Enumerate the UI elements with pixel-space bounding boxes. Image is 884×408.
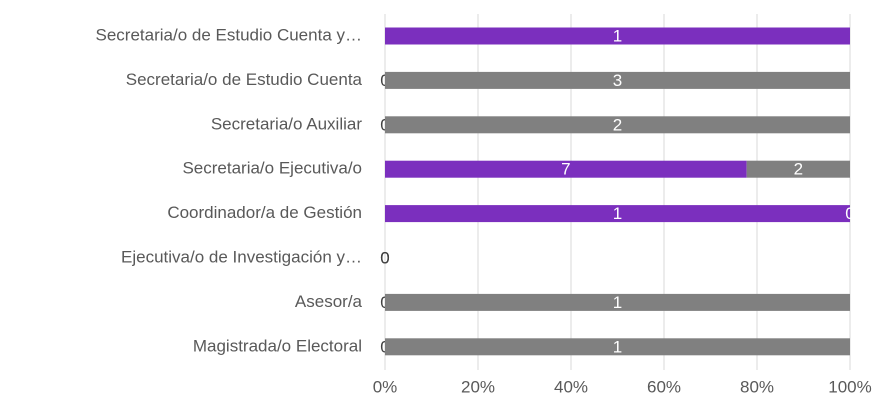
bar-segment bbox=[385, 160, 747, 178]
x-tick-label: 100% bbox=[828, 377, 871, 396]
data-label: 1 bbox=[613, 293, 622, 312]
bar-segment bbox=[385, 116, 850, 134]
y-tick-label: Secretaria/o de Estudio Cuenta y… bbox=[96, 25, 362, 44]
x-tick-label: 80% bbox=[740, 377, 774, 396]
data-label: 7 bbox=[561, 160, 570, 179]
data-label: 3 bbox=[613, 71, 622, 90]
bar-segment bbox=[385, 293, 850, 311]
data-label: 1 bbox=[613, 26, 622, 45]
data-label: 0 bbox=[380, 248, 389, 267]
data-label: 2 bbox=[613, 115, 622, 134]
bar-segment bbox=[385, 338, 850, 356]
bar-segment bbox=[385, 205, 850, 223]
y-tick-label: Coordinador/a de Gestión bbox=[167, 203, 362, 222]
data-label: 0 bbox=[380, 248, 389, 267]
data-label: 0 bbox=[845, 204, 854, 223]
y-tick-label: Asesor/a bbox=[295, 292, 363, 311]
x-tick-label: 60% bbox=[647, 377, 681, 396]
y-tick-label: Secretaria/o Auxiliar bbox=[211, 114, 363, 133]
bar-segment bbox=[385, 27, 850, 45]
data-label: 1 bbox=[613, 204, 622, 223]
x-tick-label: 40% bbox=[554, 377, 588, 396]
data-label: 1 bbox=[613, 337, 622, 356]
bar-segment bbox=[746, 160, 850, 178]
bar-segment bbox=[385, 71, 850, 89]
x-tick-label: 20% bbox=[461, 377, 495, 396]
y-tick-label: Secretaria/o Ejecutiva/o bbox=[182, 159, 362, 178]
y-tick-label: Ejecutiva/o de Investigación y… bbox=[121, 247, 362, 266]
x-tick-label: 0% bbox=[373, 377, 398, 396]
data-label: 2 bbox=[794, 160, 803, 179]
y-tick-label: Magistrada/o Electoral bbox=[193, 336, 362, 355]
y-tick-label: Secretaria/o de Estudio Cuenta bbox=[126, 70, 363, 89]
